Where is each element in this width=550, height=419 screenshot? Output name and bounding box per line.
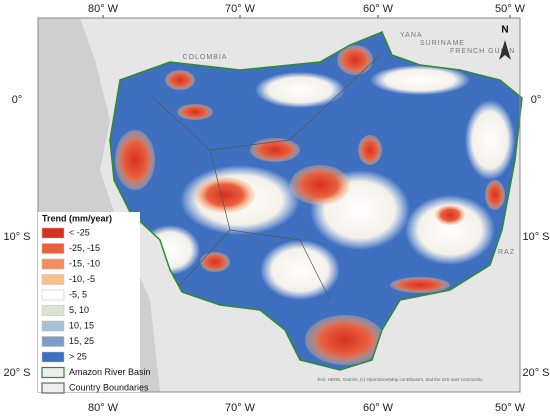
legend-label: -15, -10: [69, 258, 100, 268]
legend-title: Trend (mm/year): [42, 213, 112, 223]
raster-patch: [115, 130, 155, 190]
lat-label: 0°: [12, 94, 23, 106]
legend-label: -25, -15: [69, 243, 100, 253]
legend-box: [38, 212, 140, 392]
legend-swatch: [41, 289, 65, 301]
raster-patch: [255, 72, 345, 108]
legend-label: -10, -5: [69, 274, 95, 284]
north-arrow: [499, 40, 511, 60]
lat-label: 20° S: [3, 367, 30, 379]
legend-swatch: [41, 336, 65, 347]
raster-patch: [250, 138, 300, 162]
raster-patch: [358, 135, 382, 165]
attribution: Esri, HERE, Garmin, (c) OpenStreetMap co…: [317, 377, 483, 382]
lat-label: 20° S: [522, 367, 549, 379]
legend-swatch: [41, 227, 65, 239]
legend: < -25 -25, -15 -15, -10 -10, -5 -5, 5 5, 10 10…: [41, 227, 151, 394]
legend-swatch: [41, 258, 65, 270]
lon-label: 60° W: [363, 402, 394, 414]
raster-patch: [260, 240, 340, 300]
place-label: FRENCH GUIAN: [450, 48, 515, 55]
raster-patch: [485, 180, 505, 210]
lon-label: 60° W: [363, 3, 394, 15]
legend-swatch: [41, 320, 65, 332]
legend-label: Amazon River Basin: [69, 367, 151, 377]
raster-patch: [305, 315, 385, 365]
raster-patch: [337, 45, 373, 75]
legend-swatch: [41, 351, 65, 363]
raster-patch: [435, 205, 465, 225]
raster-patch: [370, 65, 470, 95]
legend-swatch: [41, 274, 65, 285]
lon-label: 70° W: [225, 3, 256, 15]
lon-label: 70° W: [225, 402, 256, 414]
lat-label: 10° S: [3, 231, 30, 243]
raster-patch: [200, 252, 230, 272]
legend-swatch: [41, 243, 65, 254]
raster-patch: [390, 277, 450, 293]
basin-outline: [109, 31, 523, 371]
map-frame: [37, 17, 521, 393]
legend-label: < -25: [69, 227, 90, 237]
lon-label: 50° W: [495, 3, 526, 15]
place-label: COLOMBIA: [183, 54, 228, 61]
lon-label: 80° W: [88, 402, 119, 414]
legend-label: > 25: [69, 351, 87, 361]
raster-patch: [465, 100, 515, 180]
raster-patch: [177, 104, 213, 120]
legend-label: 5, 10: [69, 305, 89, 315]
legend-swatch: [41, 305, 65, 316]
place-label: YANA: [400, 32, 423, 39]
place-label: SURINAME: [420, 40, 465, 47]
legend-outline: [41, 382, 65, 394]
lat-label: 0°: [531, 94, 542, 106]
country-boundaries: [149, 54, 381, 301]
raster-patch: [195, 177, 255, 213]
legend-label: 10, 15: [69, 320, 94, 330]
raster-patch: [290, 165, 350, 205]
raster-patch: [405, 195, 495, 265]
legend-label: -5, 5: [69, 289, 87, 299]
legend-label: Country Boundaries: [69, 382, 149, 392]
lon-label: 50° W: [495, 402, 526, 414]
lat-label: 10° S: [522, 231, 549, 243]
lon-label: 80° W: [88, 3, 119, 15]
legend-label: 15, 25: [69, 336, 94, 346]
legend-outline: [41, 366, 65, 379]
place-label: RAZ: [498, 249, 515, 256]
raster-patch: [165, 70, 195, 90]
north-label: N: [501, 25, 508, 36]
